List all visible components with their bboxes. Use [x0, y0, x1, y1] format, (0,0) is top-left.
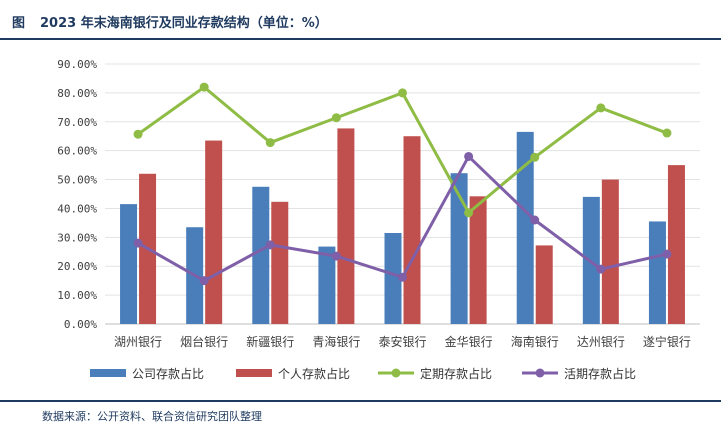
bar-personal	[403, 136, 421, 324]
legend-label: 活期存款占比	[564, 366, 636, 381]
y-tick-label: 70.00%	[57, 116, 97, 129]
point-demand	[199, 276, 209, 286]
legend-label: 个人存款占比	[278, 366, 350, 381]
bars	[120, 128, 685, 324]
legend-swatch	[236, 369, 272, 377]
figure-label: 图	[12, 16, 26, 31]
bar-corporate	[648, 221, 666, 324]
y-tick-label: 10.00%	[57, 289, 97, 302]
legend-marker	[391, 368, 401, 378]
point-time	[265, 138, 275, 148]
bar-personal	[535, 245, 553, 324]
point-time	[464, 208, 474, 218]
x-category-label: 遂宁银行	[643, 334, 691, 349]
point-demand	[662, 249, 672, 259]
legend-label: 定期存款占比	[420, 366, 492, 381]
bar-personal	[667, 165, 685, 324]
bar-personal	[601, 179, 619, 324]
x-category-label: 湖州银行	[114, 334, 162, 349]
y-tick-label: 40.00%	[57, 202, 97, 215]
bar-corporate	[516, 131, 534, 324]
point-time	[398, 88, 407, 98]
point-time	[331, 113, 341, 123]
y-tick-label: 0.00%	[64, 318, 97, 331]
legend: 公司存款占比 个人存款占比 定期存款占比 活期存款占比	[90, 366, 636, 381]
x-axis-categories: 湖州银行 烟台银行 新疆银行 青海银行 泰安银行 金华银行 海南银行 达州银行 遂宁银行	[114, 334, 691, 349]
y-tick-label: 50.00%	[57, 174, 97, 187]
legend-marker	[535, 368, 545, 378]
x-category-label: 烟台银行	[180, 334, 228, 349]
y-tick-label: 80.00%	[57, 87, 97, 100]
bar-corporate	[252, 186, 270, 324]
bar-personal	[271, 201, 289, 324]
y-axis-ticks: 0.00% 10.00% 20.00% 30.00% 40.00% 50.00% 60.00…	[57, 58, 97, 331]
point-demand	[133, 238, 143, 248]
y-tick-label: 90.00%	[57, 58, 97, 71]
bar-personal	[469, 196, 487, 324]
bar-personal	[205, 140, 223, 324]
bar-corporate	[450, 173, 468, 324]
legend-swatch	[90, 369, 126, 377]
x-category-label: 泰安银行	[378, 334, 426, 349]
point-demand	[596, 264, 606, 274]
point-demand	[331, 251, 341, 261]
x-category-label: 达州银行	[577, 335, 625, 349]
bar-corporate	[384, 233, 402, 324]
point-demand	[398, 272, 407, 282]
point-time	[133, 129, 143, 139]
title-bar: 图 2023 年末海南银行及同业存款结构（单位：%）	[0, 0, 721, 40]
point-time	[199, 82, 209, 92]
x-category-label: 海南银行	[511, 334, 559, 349]
source-note: 数据来源：公开资料、联合资信研究团队整理	[42, 410, 262, 423]
footer-divider	[0, 400, 721, 402]
point-demand	[464, 151, 474, 161]
point-demand	[265, 240, 275, 250]
point-time	[662, 128, 672, 138]
y-tick-label: 20.00%	[57, 260, 97, 273]
bar-corporate	[120, 204, 138, 324]
point-time	[596, 103, 606, 113]
bar-personal	[337, 128, 355, 324]
y-tick-label: 60.00%	[57, 145, 97, 158]
x-category-label: 青海银行	[312, 334, 360, 349]
x-category-label: 新疆银行	[246, 334, 294, 349]
point-demand	[530, 215, 540, 225]
x-category-label: 金华银行	[445, 334, 493, 349]
point-time	[530, 152, 540, 162]
bar-corporate	[318, 246, 336, 324]
chart: 0.00% 10.00% 20.00% 30.00% 40.00% 50.00% 60.00…	[57, 58, 700, 381]
lines	[133, 82, 672, 286]
legend-label: 公司存款占比	[132, 366, 204, 381]
chart-title: 2023 年末海南银行及同业存款结构（单位：%）	[40, 16, 328, 31]
y-tick-label: 30.00%	[57, 231, 97, 244]
